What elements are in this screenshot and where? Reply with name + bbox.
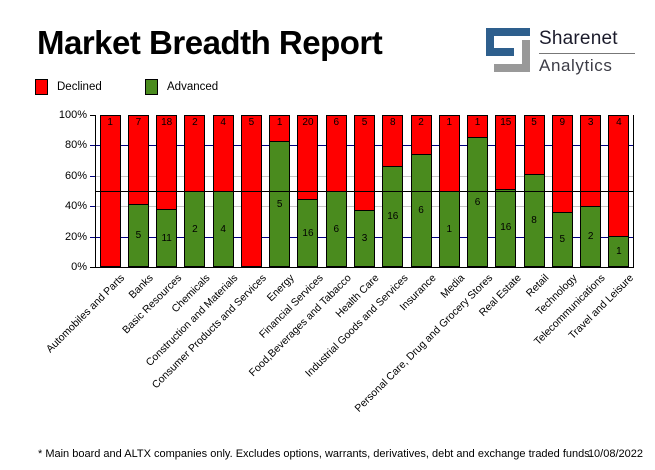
fifty-percent-line	[96, 191, 633, 192]
advanced-segment: 4	[213, 191, 233, 266]
advanced-segment: 1	[439, 191, 459, 266]
declined-count: 20	[302, 117, 314, 128]
declined-count: 5	[531, 117, 537, 128]
advanced-segment: 16	[383, 166, 403, 266]
y-axis-label: 0%	[71, 261, 87, 273]
advanced-count: 3	[361, 232, 368, 244]
advanced-count: 1	[616, 246, 622, 257]
declined-swatch	[35, 78, 48, 95]
declined-count: 15	[500, 117, 512, 128]
declined-count: 8	[389, 117, 396, 128]
y-axis-label: 60%	[64, 169, 87, 182]
brand-text: Sharenet Analytics	[539, 28, 635, 76]
advanced-segment: 8	[524, 173, 544, 266]
y-axis-label: 40%	[64, 200, 87, 213]
brand-name: Sharenet	[539, 28, 618, 49]
declined-count: 2	[418, 117, 424, 128]
advanced-count: 6	[418, 204, 424, 216]
advanced-count: 5	[276, 198, 283, 210]
y-axis-label: 80%	[64, 139, 87, 152]
sharenet-logo-icon	[486, 28, 530, 72]
advanced-segment: 5	[270, 141, 290, 266]
brand-divider	[539, 53, 635, 54]
declined-count: 1	[446, 117, 453, 128]
advanced-segment: 1	[609, 236, 629, 266]
declined-count: 1	[107, 117, 113, 128]
advanced-count: 2	[192, 223, 198, 235]
advanced-count: 1	[446, 223, 453, 235]
declined-count: 7	[135, 117, 142, 128]
y-tick	[90, 236, 95, 238]
advanced-count: 2	[587, 231, 594, 242]
footnote: * Main board and ALTX companies only. Ex…	[38, 448, 590, 460]
legend-item-advanced: Advanced	[145, 78, 219, 95]
brand-sub: Analytics	[539, 56, 613, 75]
advanced-segment: 11	[157, 209, 177, 266]
y-axis-label: 20%	[64, 230, 87, 243]
advanced-count: 6	[333, 223, 340, 235]
advanced-segment: 6	[411, 153, 431, 266]
advanced-segment: 5	[552, 212, 572, 266]
report-date: 10/08/2022	[587, 448, 643, 460]
advanced-segment: 16	[298, 199, 318, 266]
advanced-segment: 2	[581, 206, 601, 266]
legend-item-declined: Declined	[35, 78, 102, 95]
advanced-segment: 5	[128, 203, 148, 266]
advanced-segment: 6	[326, 191, 346, 266]
y-tick	[90, 145, 95, 147]
y-tick	[90, 267, 95, 268]
advanced-count: 16	[387, 211, 399, 222]
advanced-count: 5	[559, 234, 566, 246]
report-title: Market Breadth Report	[37, 24, 383, 61]
advanced-count: 8	[531, 214, 537, 226]
declined-count: 4	[616, 117, 622, 128]
declined-count: 3	[587, 117, 594, 128]
y-tick	[90, 206, 95, 208]
declined-label: Declined	[57, 80, 102, 93]
advanced-segment: 16	[496, 188, 516, 266]
declined-count: 1	[276, 117, 283, 128]
advanced-count: 11	[161, 232, 172, 244]
plot-area: 0% 20% 40% 60% 80% 100% 1 Automobiles and Parts…	[44, 109, 636, 415]
advanced-count: 5	[135, 229, 142, 241]
declined-count: 5	[361, 117, 368, 128]
advanced-label: Advanced	[167, 80, 219, 93]
advanced-swatch	[145, 78, 158, 95]
advanced-count: 4	[220, 223, 226, 235]
declined-count: 1	[474, 117, 481, 128]
advanced-count: 16	[500, 222, 512, 234]
declined-count: 6	[333, 117, 340, 128]
declined-count: 9	[559, 117, 566, 128]
advanced-count: 16	[302, 227, 314, 239]
brand-logo: Sharenet Analytics	[486, 28, 635, 76]
x-axis-label: Automobiles and Parts	[44, 272, 128, 356]
advanced-segment: 2	[185, 191, 205, 266]
y-axis-label: 100%	[58, 109, 87, 121]
declined-count: 2	[192, 117, 198, 128]
y-tick	[90, 115, 95, 116]
advanced-count: 6	[474, 196, 481, 208]
declined-count: 18	[161, 117, 173, 128]
advanced-segment: 3	[355, 209, 374, 266]
declined-count: 4	[220, 117, 226, 128]
y-tick	[90, 175, 95, 177]
declined-count: 5	[248, 117, 255, 128]
advanced-segment: 6	[468, 137, 488, 266]
